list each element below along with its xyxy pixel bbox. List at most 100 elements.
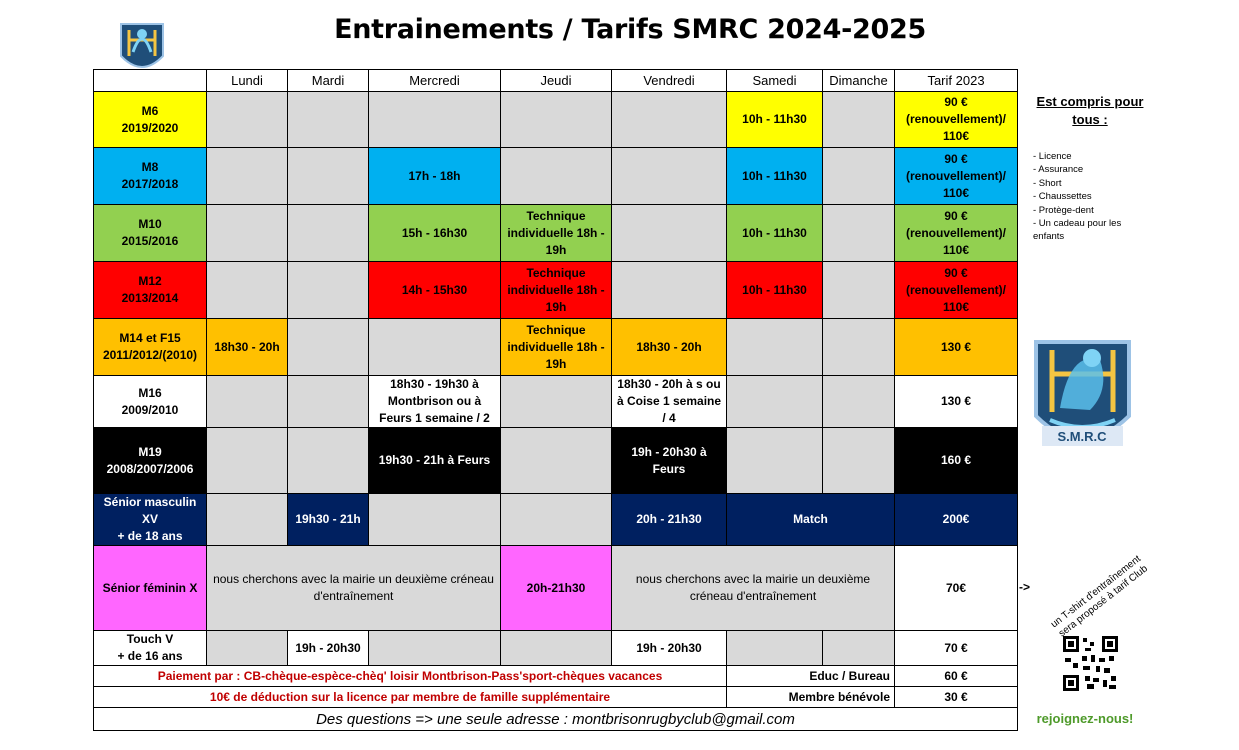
slot-vendredi: 18h30 - 20h xyxy=(611,318,727,376)
slot-jeudi: Technique individuelle 18h - 19h xyxy=(500,318,612,376)
category-cell: M16 2009/2010 xyxy=(93,375,207,428)
slot-mercredi: 15h - 16h30 xyxy=(368,204,501,262)
category-cell: M10 2015/2016 xyxy=(93,204,207,262)
header-jeudi: Jeudi xyxy=(500,69,612,92)
match-cell: Match xyxy=(726,493,895,546)
list-item: - Assurance xyxy=(1033,164,1084,176)
tarif-cell: 70€ xyxy=(894,545,1018,631)
payment-row: Paiement par : CB-chèque-espèce-chèq' lo… xyxy=(93,665,1018,687)
contact-email: Des questions => une seule adresse : mon… xyxy=(93,707,1018,731)
club-logo-large: S.M.R.C xyxy=(1034,340,1131,446)
list-item: - Chaussettes xyxy=(1033,191,1092,203)
tarif-cell: 130 € xyxy=(894,318,1018,376)
category-years: 2017/2018 xyxy=(121,177,179,191)
category-label: M10 xyxy=(138,217,162,231)
header-mercredi: Mercredi xyxy=(368,69,501,92)
list-item: - Protège-dent xyxy=(1033,204,1094,216)
header-mardi: Mardi xyxy=(287,69,369,92)
row-m6: M6 2019/2020 10h - 11h30 90 € (renouvelle… xyxy=(93,91,1018,148)
list-item: - Short xyxy=(1033,177,1062,189)
educ-price: 60 € xyxy=(894,665,1018,687)
note-cell: nous cherchons avec la mairie un deuxièm… xyxy=(206,545,501,631)
membre-price: 30 € xyxy=(894,686,1018,708)
slot-samedi: 10h - 11h30 xyxy=(726,147,823,205)
category-label: M6 xyxy=(141,103,159,118)
qr-code xyxy=(1063,636,1118,691)
slot-samedi: 10h - 11h30 xyxy=(726,204,823,262)
row-m14: M14 et F15 2011/2012/(2010) 18h30 - 20h T… xyxy=(93,318,1018,376)
slot-mardi: 19h - 20h30 xyxy=(287,630,369,666)
included-title: Est compris pour tous : xyxy=(1036,94,1144,127)
category-years: + de 16 ans xyxy=(117,649,183,663)
header-dimanche: Dimanche xyxy=(822,69,895,92)
tarif-cell: 70 € xyxy=(894,630,1018,666)
deduction-row: 10€ de déduction sur la licence par memb… xyxy=(93,686,1018,708)
category-years: 2011/2012/(2010) xyxy=(102,348,198,362)
category-years: 2008/2007/2006 xyxy=(106,461,194,476)
tarif-cell: 200€ xyxy=(894,493,1018,546)
header-blank xyxy=(93,69,207,92)
slot-vendredi: 19h - 20h30 à Feurs xyxy=(611,427,727,494)
tarif-cell: 130 € xyxy=(894,375,1018,428)
slot-jeudi: Technique individuelle 18h - 19h xyxy=(500,204,612,262)
membre-label: Membre bénévole xyxy=(726,686,895,708)
page-title: Entrainements / Tarifs SMRC 2024-2025 xyxy=(334,14,926,45)
list-item: - Licence xyxy=(1033,151,1072,162)
row-senior-masculin: Sénior masculin XV + de 18 ans 19h30 - 21… xyxy=(93,493,1018,546)
row-touch: Touch V + de 16 ans 19h - 20h30 19h - 20h… xyxy=(93,630,1018,666)
row-m10: M10 2015/2016 15h - 16h30 Technique indiv… xyxy=(93,204,1018,262)
slot-mercredi: 17h - 18h xyxy=(368,147,501,205)
header-vendredi: Vendredi xyxy=(611,69,727,92)
slot-samedi: 10h - 11h30 xyxy=(726,261,823,319)
row-m16: M16 2009/2010 18h30 - 19h30 à Montbrison … xyxy=(93,375,1018,428)
category-years: 2009/2010 xyxy=(121,402,179,417)
category-label: Touch V xyxy=(126,632,174,646)
row-m8: M8 2017/2018 17h - 18h 10h - 11h30 90 € (… xyxy=(93,147,1018,205)
slot-jeudi: 20h-21h30 xyxy=(500,545,612,631)
slot-mardi: 19h30 - 21h xyxy=(287,493,369,546)
logo-text: S.M.R.C xyxy=(1057,429,1107,444)
category-cell: M14 et F15 2011/2012/(2010) xyxy=(93,318,207,376)
header-row: Lundi Mardi Mercredi Jeudi Vendredi Same… xyxy=(93,69,1018,92)
slot-samedi: 10h - 11h30 xyxy=(726,91,823,148)
deduction-note: 10€ de déduction sur la licence par memb… xyxy=(93,686,727,708)
category-cell: M12 2013/2014 xyxy=(93,261,207,319)
category-label: M19 xyxy=(138,444,162,459)
arrow-indicator: -> xyxy=(1019,580,1031,594)
included-list: - Licence - Assurance - Short - Chausset… xyxy=(1033,150,1143,244)
note-cell: nous cherchons avec la mairie un deuxièm… xyxy=(611,545,895,631)
tshirt-note: un T-shirt d'entraînement sera proposé à… xyxy=(1049,553,1150,640)
tarif-cell: 90 € (renouvellement)/ 110€ xyxy=(894,147,1018,205)
category-label: M8 xyxy=(141,160,159,174)
category-years: 2013/2014 xyxy=(121,291,179,305)
slot-mercredi: 14h - 15h30 xyxy=(368,261,501,319)
header-tarif: Tarif 2023 xyxy=(894,69,1018,92)
category-cell: Touch V + de 16 ans xyxy=(93,630,207,666)
category-cell: M8 2017/2018 xyxy=(93,147,207,205)
row-m12: M12 2013/2014 14h - 15h30 Technique indiv… xyxy=(93,261,1018,319)
slot-mercredi: 18h30 - 19h30 à Montbrison ou à Feurs 1 … xyxy=(368,375,501,428)
category-label: M12 xyxy=(138,274,162,288)
slot-vendredi: 20h - 21h30 xyxy=(611,493,727,546)
tarif-cell: 90 € (renouvellement)/ 110€ xyxy=(894,261,1018,319)
category-label: M16 xyxy=(138,385,162,400)
slot-vendredi: 19h - 20h30 xyxy=(611,630,727,666)
row-senior-feminin: Sénior féminin X nous cherchons avec la … xyxy=(93,545,1018,631)
payment-methods: Paiement par : CB-chèque-espèce-chèq' lo… xyxy=(93,665,727,687)
tarif-cell: 90 € (renouvellement)/ 110€ xyxy=(894,204,1018,262)
schedule-table: Lundi Mardi Mercredi Jeudi Vendredi Same… xyxy=(93,69,1018,731)
educ-label: Educ / Bureau xyxy=(726,665,895,687)
join-us-text: rejoignez-nous! xyxy=(1036,711,1134,726)
category-label: M14 et F15 xyxy=(119,331,181,345)
category-years: + de 18 ans xyxy=(117,529,183,543)
category-cell: M19 2008/2007/2006 xyxy=(93,427,207,494)
slot-lundi: 18h30 - 20h xyxy=(206,318,288,376)
club-logo-small xyxy=(120,23,164,68)
list-item: - Un cadeau pour les enfants xyxy=(1033,218,1122,243)
category-cell: Sénior féminin X xyxy=(93,545,207,631)
header-lundi: Lundi xyxy=(206,69,288,92)
category-cell: M6 2019/2020 xyxy=(93,91,207,148)
category-years: 2019/2020 xyxy=(121,120,179,135)
category-cell: Sénior masculin XV + de 18 ans xyxy=(93,493,207,546)
category-years: 2015/2016 xyxy=(121,234,179,248)
